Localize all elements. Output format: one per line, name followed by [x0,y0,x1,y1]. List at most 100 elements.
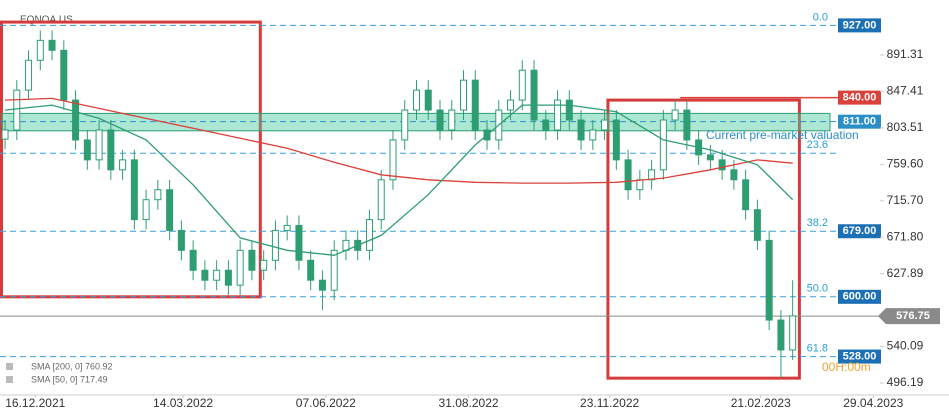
level-price-box [838,224,881,239]
candle-body [60,49,68,101]
candle-body [683,109,691,141]
candle-body [601,119,609,131]
candle-body [471,79,479,131]
legend-entry: SMA [50, 0] 717.49 [31,374,108,384]
candle-body [36,39,44,61]
candle-body [307,259,315,281]
candle-body [565,99,573,121]
y-tick-label: 847.41 [887,84,924,98]
resistance-price-text: 840.00 [843,92,877,104]
candle-body [706,154,714,161]
candle-body [671,109,679,121]
level-price-text: 927.00 [843,19,877,31]
candle-body [448,109,456,131]
last-price-text: 576.75 [896,310,930,322]
candle-body [283,224,291,231]
candle-body [412,89,420,111]
candle-body [742,179,750,211]
candle-body [177,229,185,251]
candle-body [260,259,268,271]
y-tick-label: 540.09 [887,339,924,353]
y-tick-label: 496.19 [887,375,924,389]
candle-body [753,209,761,241]
candle-body [789,315,797,351]
candle-body [589,129,597,141]
resistance-price-box [838,90,881,105]
x-tick-label: 14.03.2022 [153,396,213,410]
level-name: 0.0 [813,11,828,23]
legend-icon [6,363,13,370]
level-price-box [838,18,881,33]
candle-body [365,219,373,251]
candle-body [518,69,526,101]
candle-body [612,119,620,161]
y-tick-label: 671.80 [887,229,924,243]
candle-body [154,189,162,201]
level-price-box [838,289,881,304]
sma-line [4,97,793,184]
candle-body [401,109,409,141]
zone-price-box [838,114,881,129]
y-tick-label: 803.51 [887,120,924,134]
candle-body [659,119,667,171]
level-name: 61.8 [807,342,828,354]
candle-body [201,269,209,281]
candle-body [554,99,562,131]
candle-body [189,249,197,271]
zone-price-text: 811.00 [843,116,876,128]
candle-body [424,89,432,111]
candle-body [248,249,256,271]
chart-title: EQNOA.US [20,15,73,26]
x-tick-label: 16.12.2021 [5,396,65,410]
candle-body [1,129,9,140]
x-tick-label: 21.02.2023 [731,396,791,410]
candle-body [389,139,397,181]
candle-body [624,159,632,191]
level-price-box [838,349,881,364]
candle-body [130,159,138,221]
level-name: 23.6 [807,139,828,151]
sma-line [4,104,794,256]
candle-body [48,39,56,51]
candle-body [542,119,550,131]
candle-body [330,249,338,291]
timer: 00H:00m [822,360,871,374]
level-price-text: 528.00 [843,350,877,362]
candle-body [718,159,726,171]
candle-body [72,99,80,141]
candle-body [577,119,585,141]
candle-body [648,169,656,181]
candle-body [25,59,33,91]
level-name: 50.0 [807,283,828,295]
zone-text: Current pre-market valuation [706,128,859,142]
candle-body [295,224,303,261]
y-tick-label: 759.60 [887,157,924,171]
candle-body [236,249,244,286]
y-tick-label: 891.31 [887,47,924,61]
candle-body [166,189,174,231]
candle-body [224,269,232,286]
candle-body [730,169,738,181]
candle-body [765,239,773,321]
candle-body [107,129,115,171]
legend-entry: SMA [200, 0] 760.92 [31,361,113,371]
candle-body [436,109,444,131]
candle-body [318,279,326,291]
candle-body [119,159,127,171]
candle-body [777,319,785,351]
candle-body [83,139,91,161]
annotation-box [606,98,801,380]
x-tick-label: 31.08.2022 [439,396,499,410]
candle-body [460,79,468,111]
y-tick-label: 715.70 [887,193,924,207]
candle-body [530,69,538,121]
candle-body [13,89,21,131]
candle-body [142,199,150,221]
candle-body [636,179,644,191]
candle-body [271,229,279,261]
y-tick-label: 627.89 [887,266,924,280]
x-tick-label: 07.06.2022 [296,396,356,410]
x-tick-label: 23.11.2022 [580,396,639,410]
candle-body [507,99,515,111]
